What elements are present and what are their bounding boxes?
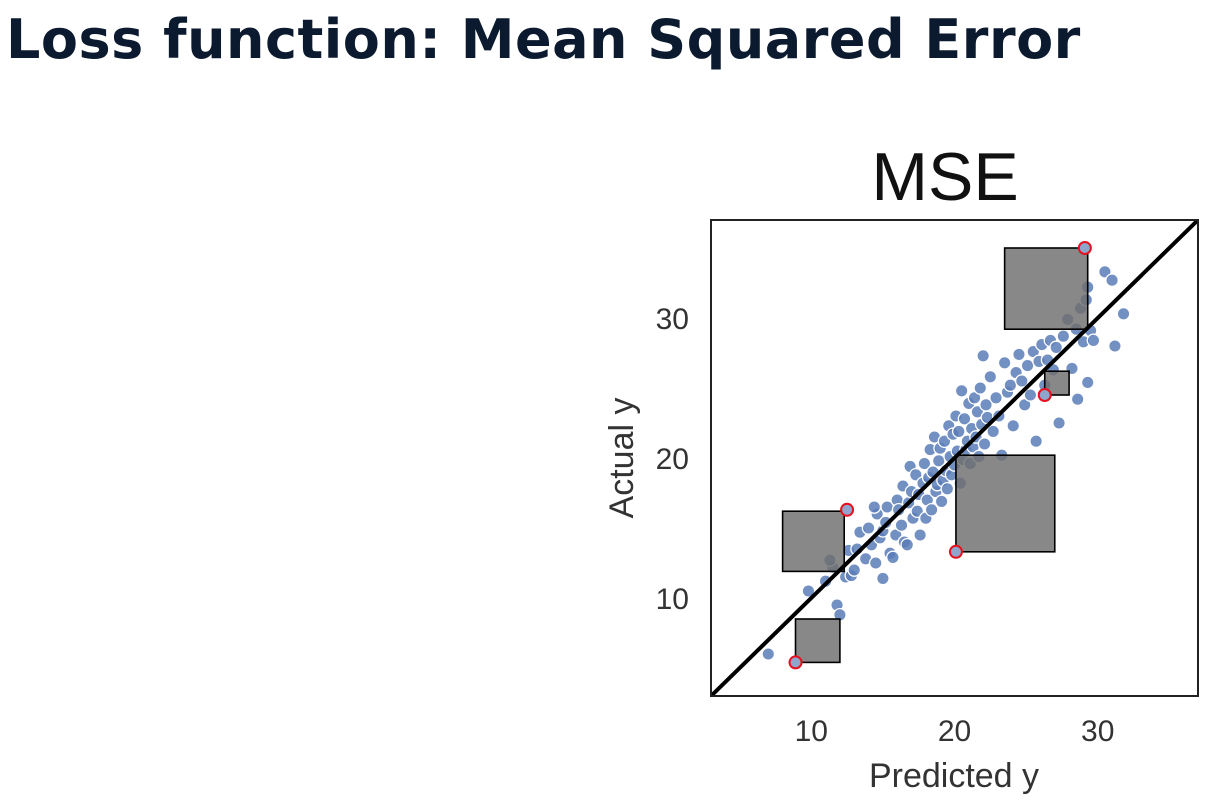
data-point [977, 437, 992, 451]
data-point [934, 494, 949, 509]
tick-labels: 10 20 30 10 20 30 [656, 303, 1115, 748]
error-square [1043, 370, 1070, 396]
page-title: Loss function: Mean Squared Error [6, 8, 1081, 71]
data-point [1020, 358, 1035, 373]
data-point [1108, 339, 1122, 353]
data-point [951, 424, 966, 439]
outlier-point [948, 544, 963, 559]
data-point [1052, 416, 1066, 430]
data-point [940, 481, 955, 496]
data-point [957, 411, 972, 426]
data-point [867, 500, 882, 514]
y-axis-label: Actual y [603, 398, 641, 519]
outlier-point [1037, 388, 1052, 402]
chart-title: MSE [871, 139, 1018, 215]
data-point [1080, 375, 1095, 390]
outlier-point [840, 502, 855, 517]
data-point [997, 355, 1012, 370]
data-point [989, 390, 1003, 405]
data-point [1116, 306, 1131, 321]
x-tick-label: 20 [938, 715, 971, 748]
x-axis-label: Predicted y [869, 757, 1039, 795]
data-point [861, 521, 876, 535]
data-point [1012, 347, 1026, 362]
data-point [1056, 329, 1071, 344]
data-point [917, 456, 932, 471]
data-point [1006, 418, 1021, 433]
error-square [1003, 247, 1089, 330]
data-point [924, 502, 939, 517]
data-point [868, 556, 883, 570]
data-point [1049, 340, 1064, 355]
y-tick-label: 30 [656, 303, 689, 336]
data-point [894, 518, 909, 533]
identity-line [711, 220, 1198, 696]
data-point [900, 537, 915, 552]
y-tick-label: 20 [656, 443, 689, 476]
data-point [1105, 273, 1119, 288]
outlier-point [788, 655, 803, 670]
error-square [955, 454, 1056, 553]
data-point [1014, 374, 1029, 388]
plot-frame [710, 219, 1199, 697]
error-square [781, 510, 846, 573]
data-point [1029, 434, 1043, 449]
data-point [761, 647, 776, 661]
data-point [986, 424, 1001, 439]
error-square [794, 618, 841, 664]
data-point [886, 550, 900, 565]
plot-layer [711, 220, 1198, 696]
data-point [976, 348, 990, 363]
data-point [913, 528, 927, 542]
x-tick-label: 10 [795, 715, 828, 748]
data-point [801, 584, 816, 598]
data-point [1086, 333, 1101, 348]
data-point [973, 381, 988, 395]
data-point [983, 369, 998, 384]
y-tick-label: 10 [656, 583, 689, 616]
data-point [1070, 392, 1085, 407]
data-point [847, 563, 862, 577]
x-tick-label: 30 [1081, 715, 1114, 748]
outlier-point [1077, 241, 1092, 255]
data-point [876, 571, 890, 586]
data-point [1023, 388, 1038, 402]
data-point [954, 383, 969, 398]
data-point [1003, 378, 1018, 393]
